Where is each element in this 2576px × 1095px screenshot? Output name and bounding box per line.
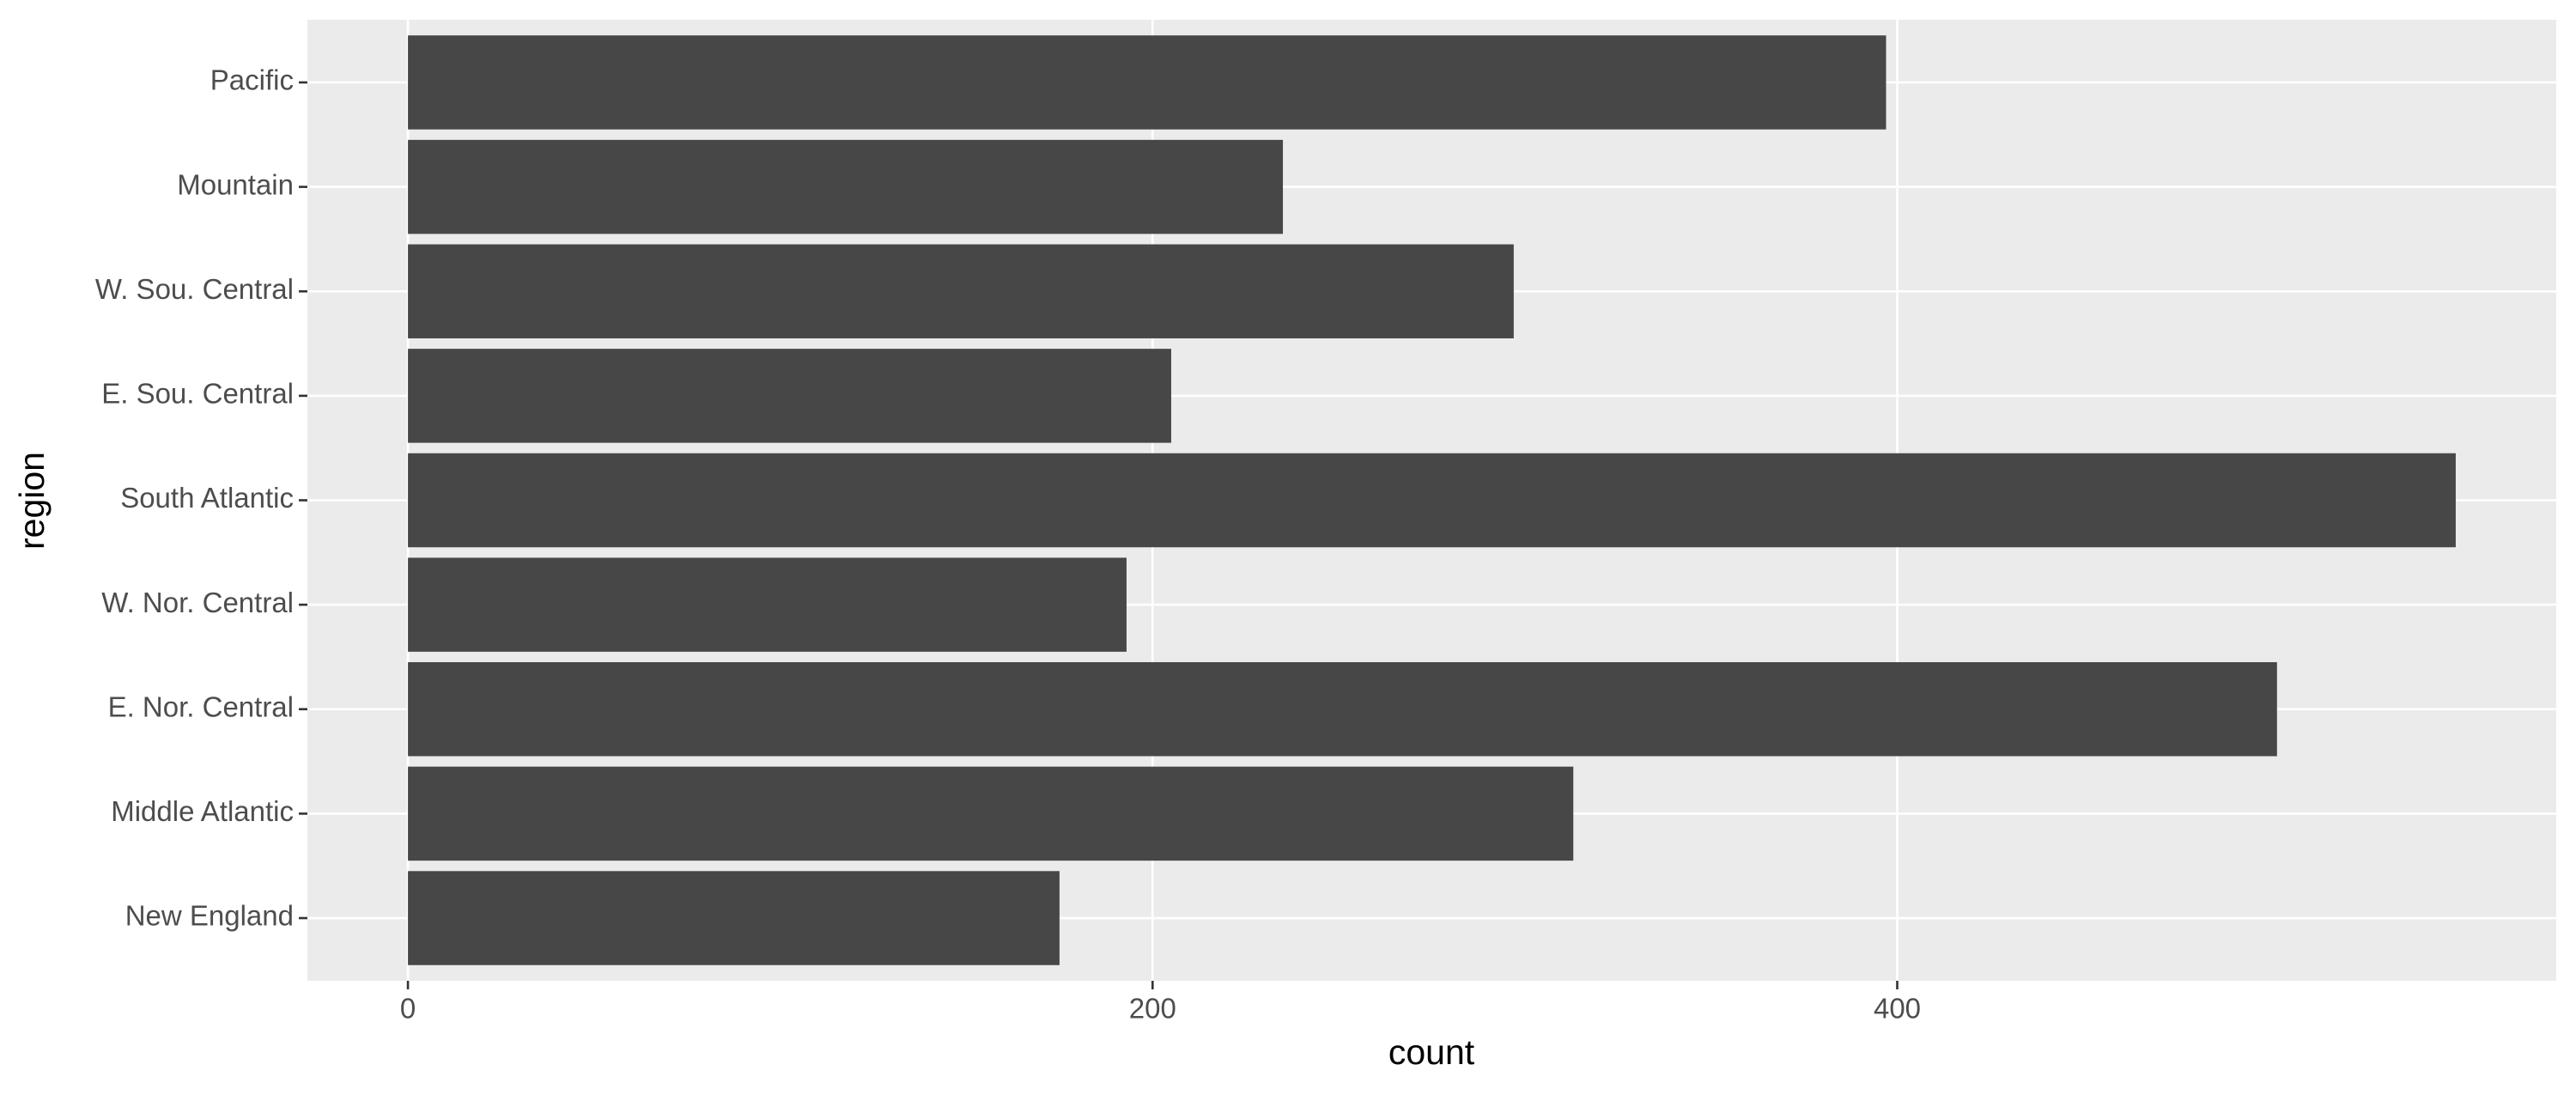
bar xyxy=(408,557,1127,652)
y-tick-label: South Atlantic xyxy=(120,482,294,514)
bar xyxy=(408,244,1514,338)
bar xyxy=(408,871,1060,965)
y-tick-label: Mountain xyxy=(177,168,294,200)
x-tick-label: 400 xyxy=(1874,993,1921,1025)
bar xyxy=(408,453,2456,548)
bar xyxy=(408,662,2277,757)
y-tick-label: E. Nor. Central xyxy=(108,690,294,722)
y-tick-label: Pacific xyxy=(210,64,294,96)
bar xyxy=(408,35,1886,130)
x-axis-title: count xyxy=(1388,1032,1475,1072)
x-tick-label: 200 xyxy=(1129,993,1176,1025)
y-tick-label: W. Sou. Central xyxy=(95,273,294,305)
x-tick-label: 0 xyxy=(400,993,416,1025)
y-axis-title: region xyxy=(12,452,52,550)
y-tick-label: New England xyxy=(125,900,294,932)
bar xyxy=(408,349,1171,443)
bar xyxy=(408,766,1574,861)
y-tick-label: E. Sou. Central xyxy=(101,378,294,410)
y-tick-label: Middle Atlantic xyxy=(111,795,294,827)
y-tick-label: W. Nor. Central xyxy=(101,587,294,618)
bar xyxy=(408,139,1284,234)
